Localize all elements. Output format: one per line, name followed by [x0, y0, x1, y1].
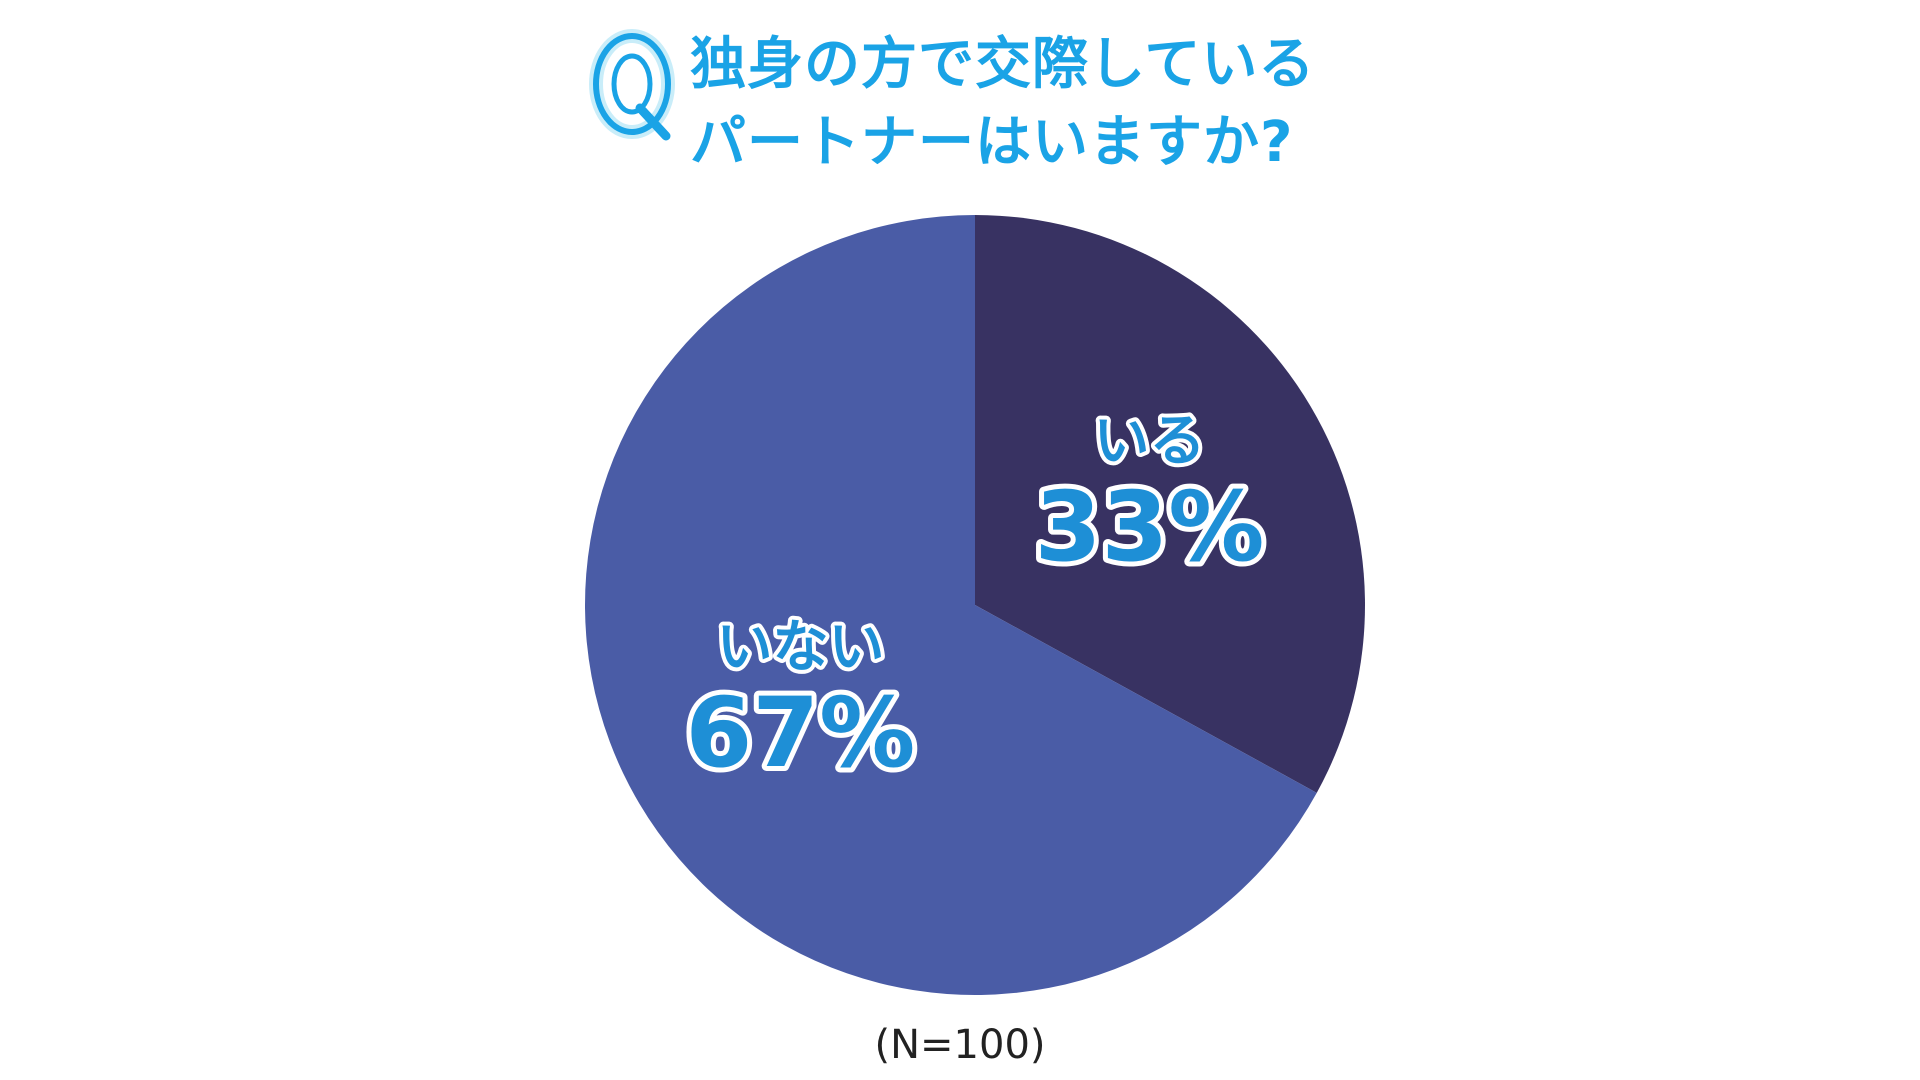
slice-value-2: 67% [686, 677, 916, 789]
slice-value-1: 33% [1035, 471, 1265, 583]
pie-slice-1 [975, 215, 1366, 793]
title-line-2: パートナーはいますか? [690, 110, 1294, 175]
slice-label-1: いる [1094, 409, 1206, 474]
sample-size-note: (N=100) [874, 1022, 1046, 1068]
chart-title: 独身の方で交際している パートナーはいますか? [690, 26, 1315, 182]
pie-slices [585, 215, 1366, 995]
title-line-1: 独身の方で交際している [690, 32, 1316, 97]
chart-title-block: Q 独身の方で交際している パートナーはいますか? [580, 22, 1480, 182]
slice-label-2: いない [716, 615, 884, 680]
pie-slice-2 [585, 215, 1317, 995]
q-badge-icon: Q [589, 29, 675, 141]
